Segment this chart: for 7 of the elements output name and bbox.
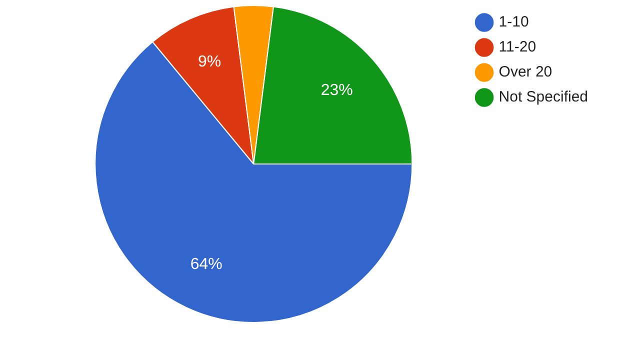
legend-label: Not Specified [498, 88, 588, 106]
data-label: 23% [320, 82, 353, 100]
data-label: 64% [190, 256, 222, 273]
data-label: 9% [198, 54, 222, 71]
legend-label: 1-10 [498, 14, 529, 31]
legend-label: Over 20 [498, 64, 552, 81]
legend-label: 11-20 [498, 38, 536, 56]
